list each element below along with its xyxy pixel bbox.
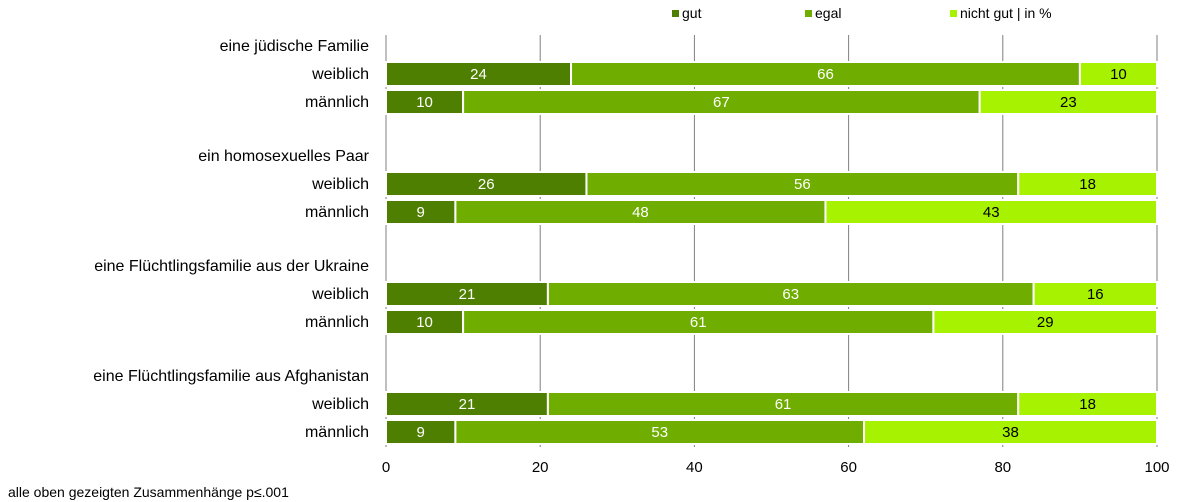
x-tick-label: 0	[382, 459, 390, 476]
bar-segment-nicht	[978, 89, 1158, 115]
data-label: 23	[1060, 94, 1077, 111]
data-label: 61	[690, 314, 707, 331]
row-label: männlich	[305, 314, 369, 331]
row-label: männlich	[305, 94, 369, 111]
row-label: weiblich	[311, 396, 369, 413]
bars: 24 66 10 10 67 23 26 56 18 9 48 43 21 63 16 10 61 29 21 61 1…	[385, 61, 1159, 445]
data-label: 10	[416, 314, 433, 331]
row-label: weiblich	[311, 176, 369, 193]
data-label: 21	[459, 396, 476, 413]
bar-segment-gut	[385, 89, 465, 115]
x-tick-label: 60	[840, 459, 857, 476]
data-label: 43	[983, 204, 1000, 221]
data-label: 9	[417, 204, 425, 221]
data-label: 48	[632, 204, 649, 221]
data-label: 38	[1002, 424, 1019, 441]
data-label: 53	[651, 424, 668, 441]
legend-label: nicht gut | in %	[960, 5, 1052, 21]
bar-segment-nicht	[1078, 61, 1159, 87]
row-label: weiblich	[311, 66, 369, 83]
data-label: 29	[1037, 314, 1054, 331]
x-tick-label: 20	[532, 459, 549, 476]
bar-segment-egal	[462, 309, 935, 335]
data-label: 18	[1079, 396, 1096, 413]
legend-swatch	[950, 10, 957, 17]
footnote: alle oben gezeigten Zusammenhänge p≤.001	[8, 484, 289, 500]
bar-segment-nicht	[824, 199, 1158, 225]
row-label: männlich	[305, 424, 369, 441]
data-label: 10	[416, 94, 433, 111]
bar-segment-egal	[454, 199, 827, 225]
x-tick-label: 80	[994, 459, 1011, 476]
bar-segment-gut	[385, 199, 457, 225]
group-label: ein homosexuelles Paar	[198, 148, 369, 165]
data-label: 21	[459, 286, 476, 303]
legend: gut egal nicht gut | in %	[672, 5, 1052, 21]
data-label: 63	[782, 286, 799, 303]
data-label: 56	[794, 176, 811, 193]
data-label: 18	[1079, 176, 1096, 193]
group-label: eine Flüchtlingsfamilie aus der Ukraine	[94, 258, 369, 275]
data-label: 66	[817, 66, 834, 83]
category-labels: eine jüdische Familie weiblich männlich ein…	[93, 38, 369, 441]
data-label: 24	[470, 66, 487, 83]
bar-segment-nicht	[863, 419, 1159, 445]
group-label: eine jüdische Familie	[220, 38, 370, 55]
data-label: 16	[1087, 286, 1104, 303]
bar-segment-nicht	[1017, 391, 1158, 417]
data-label: 61	[775, 396, 792, 413]
legend-label: gut	[682, 5, 702, 21]
x-axis-ticks: 0 20 40 60 80 100	[382, 459, 1170, 476]
data-label: 26	[478, 176, 495, 193]
row-label: männlich	[305, 204, 369, 221]
bar-segment-egal	[462, 89, 981, 115]
data-label: 10	[1110, 66, 1127, 83]
legend-swatch	[672, 10, 679, 17]
legend-label: egal	[815, 5, 841, 21]
group-label: eine Flüchtlingsfamilie aus Afghanistan	[93, 368, 369, 385]
data-label: 67	[713, 94, 730, 111]
x-tick-label: 40	[686, 459, 703, 476]
data-label: 9	[417, 424, 425, 441]
bar-segment-nicht	[1017, 171, 1158, 197]
bar-segment-egal	[454, 419, 866, 445]
row-label: weiblich	[311, 286, 369, 303]
x-tick-label: 100	[1144, 459, 1169, 476]
bar-segment-egal	[585, 171, 1020, 197]
bar-segment-nicht	[932, 309, 1158, 335]
legend-swatch	[805, 10, 812, 17]
bar-segment-gut	[385, 61, 573, 87]
bar-segment-gut	[385, 281, 549, 307]
bar-segment-nicht	[1032, 281, 1159, 307]
bar-segment-egal	[546, 281, 1035, 307]
